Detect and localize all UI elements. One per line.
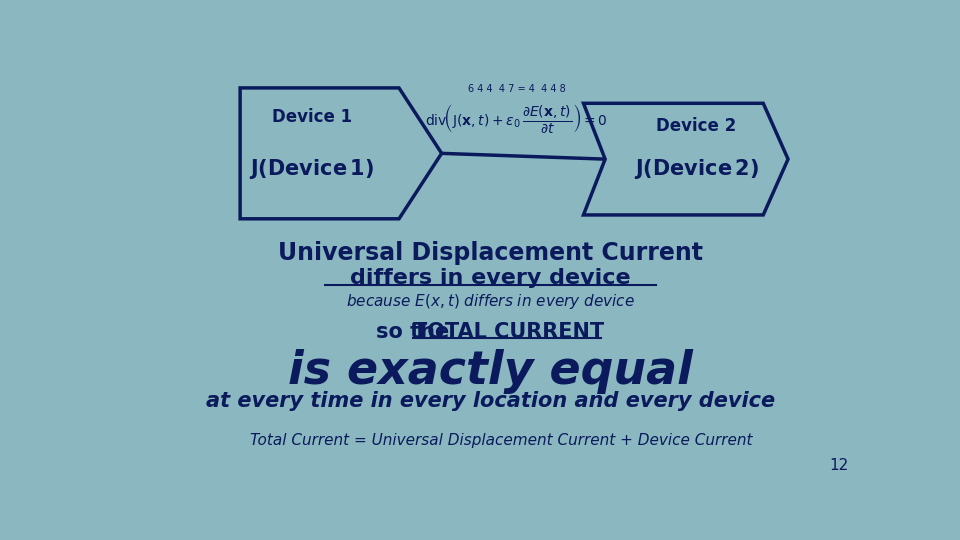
Text: 6 4 4  4 7 = 4  4 4 8: 6 4 4 4 7 = 4 4 4 8 [468,84,565,94]
Text: so the: so the [375,322,456,342]
Polygon shape [240,88,442,219]
Text: at every time in every location and every device: at every time in every location and ever… [205,392,775,411]
Text: $\mathbf{J(Device\,2)}$: $\mathbf{J(Device\,2)}$ [635,157,759,181]
Text: 12: 12 [829,458,849,472]
Text: Universal Displacement Current: Universal Displacement Current [278,241,703,266]
Text: Total Current = Universal Displacement Current + Device Current: Total Current = Universal Displacement C… [251,433,753,448]
Text: Device 1: Device 1 [272,108,352,126]
Text: is exactly equal: is exactly equal [288,349,693,394]
Polygon shape [584,103,788,215]
Text: $\mathrm{div}\!\left(\mathrm{J}(\mathbf{x},t)+\varepsilon_0\,\dfrac{\partial E(\: $\mathrm{div}\!\left(\mathrm{J}(\mathbf{… [425,102,608,135]
Text: differs in every device: differs in every device [350,268,631,288]
Text: Device 2: Device 2 [657,117,736,136]
Text: TOTAL CURRENT: TOTAL CURRENT [413,322,604,342]
Text: because $\mathit{E(x,t)}$ differs in every device: because $\mathit{E(x,t)}$ differs in eve… [346,292,635,310]
Text: $\mathbf{J(Device\,1)}$: $\mathbf{J(Device\,1)}$ [250,157,374,181]
